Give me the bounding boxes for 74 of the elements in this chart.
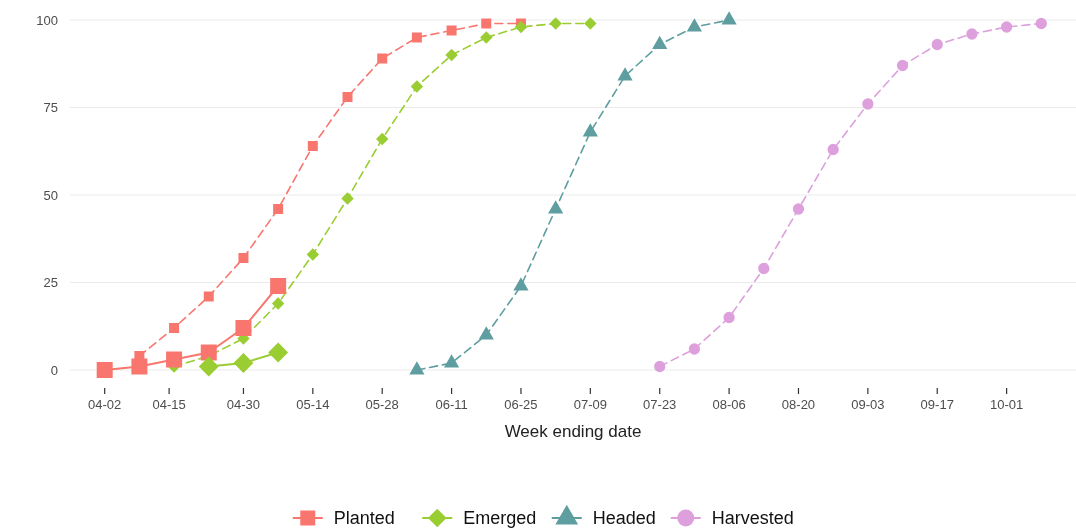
point xyxy=(341,192,354,205)
x-tick-label: 07-09 xyxy=(573,397,607,412)
point xyxy=(198,356,219,377)
x-axis-title: Week ending date xyxy=(504,422,642,441)
x-tick-label: 08-06 xyxy=(712,397,746,412)
point xyxy=(377,53,388,64)
x-tick-label: 04-02 xyxy=(88,397,122,412)
point xyxy=(203,291,214,302)
point xyxy=(235,320,252,336)
point xyxy=(758,262,770,275)
point xyxy=(169,323,180,333)
point xyxy=(514,20,528,34)
point xyxy=(273,204,284,214)
point xyxy=(166,351,183,368)
point xyxy=(446,25,457,36)
y-tick-label: 50 xyxy=(43,187,58,203)
point xyxy=(686,18,703,32)
point xyxy=(411,32,422,43)
x-tick-label: 10-01 xyxy=(990,397,1024,412)
x-tick-label: 07-23 xyxy=(643,397,677,412)
y-tick-label: 100 xyxy=(36,12,58,28)
point xyxy=(342,92,353,102)
x-tick-label: 05-28 xyxy=(365,397,399,412)
point xyxy=(584,17,597,30)
point xyxy=(792,203,805,215)
point xyxy=(862,98,874,110)
point xyxy=(481,18,492,29)
x-tick-label: 06-11 xyxy=(435,397,468,412)
point xyxy=(478,326,494,340)
point xyxy=(271,297,285,310)
point xyxy=(654,360,666,373)
legend-label: Headed xyxy=(592,508,656,529)
point xyxy=(307,141,318,151)
y-tick-label: 75 xyxy=(43,100,58,116)
point xyxy=(549,17,562,30)
point xyxy=(931,38,943,51)
point xyxy=(723,311,735,324)
point xyxy=(513,277,529,291)
point xyxy=(270,278,287,294)
point xyxy=(233,353,254,373)
point xyxy=(238,253,249,263)
point xyxy=(443,354,460,368)
point xyxy=(480,31,493,44)
x-tick-label: 04-15 xyxy=(152,397,186,412)
point xyxy=(1000,21,1013,33)
x-tick-label: 09-17 xyxy=(920,397,954,412)
point xyxy=(306,248,320,261)
point xyxy=(1035,17,1047,30)
y-tick-label: 0 xyxy=(50,362,58,378)
point xyxy=(409,361,425,375)
point xyxy=(827,143,839,156)
legend-label: Planted xyxy=(333,508,395,529)
x-tick-label: 09-03 xyxy=(851,397,885,412)
legend-label: Harvested xyxy=(711,508,794,529)
point xyxy=(721,11,737,25)
x-tick-label: 05-14 xyxy=(296,397,330,412)
point xyxy=(548,200,564,214)
point xyxy=(688,343,701,355)
point xyxy=(966,28,978,40)
point xyxy=(410,80,424,93)
point xyxy=(582,123,598,137)
x-tick-label: 04-30 xyxy=(226,397,261,412)
point xyxy=(96,362,113,378)
point xyxy=(200,344,217,361)
point xyxy=(896,59,909,72)
legend-label: Emerged xyxy=(463,508,537,529)
point xyxy=(268,342,289,363)
y-tick-label: 25 xyxy=(43,275,58,291)
point xyxy=(445,48,458,62)
x-tick-label: 08-20 xyxy=(781,397,816,412)
point xyxy=(131,358,148,375)
point xyxy=(617,67,633,81)
x-tick-label: 06-25 xyxy=(504,397,538,412)
point xyxy=(376,132,389,146)
